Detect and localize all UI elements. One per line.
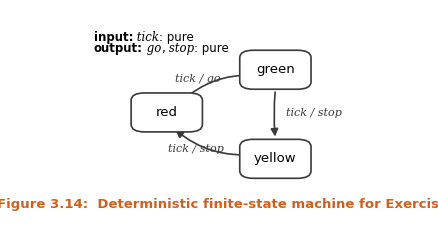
FancyArrowPatch shape [272, 92, 277, 135]
Text: : pure: : pure [159, 31, 194, 44]
FancyBboxPatch shape [240, 139, 311, 178]
Text: tick / stop: tick / stop [168, 144, 223, 154]
Text: go: go [143, 42, 161, 55]
Text: input:: input: [94, 31, 133, 44]
FancyBboxPatch shape [240, 50, 311, 89]
Text: : pure: : pure [194, 42, 229, 55]
Text: output:: output: [94, 42, 143, 55]
Text: green: green [256, 63, 295, 76]
Text: tick: tick [133, 31, 159, 44]
Text: stop: stop [165, 42, 194, 55]
FancyArrowPatch shape [177, 131, 255, 155]
FancyBboxPatch shape [131, 93, 202, 132]
Text: red: red [156, 106, 178, 119]
Text: yellow: yellow [254, 152, 297, 165]
FancyArrowPatch shape [142, 97, 160, 117]
FancyArrowPatch shape [182, 72, 252, 101]
Text: tick / go: tick / go [174, 74, 220, 84]
Text: Figure 3.14:  Deterministic finite-state machine for Exercise: Figure 3.14: Deterministic finite-state … [0, 198, 438, 211]
Text: tick / stop: tick / stop [286, 108, 343, 118]
Text: ,: , [161, 42, 165, 55]
